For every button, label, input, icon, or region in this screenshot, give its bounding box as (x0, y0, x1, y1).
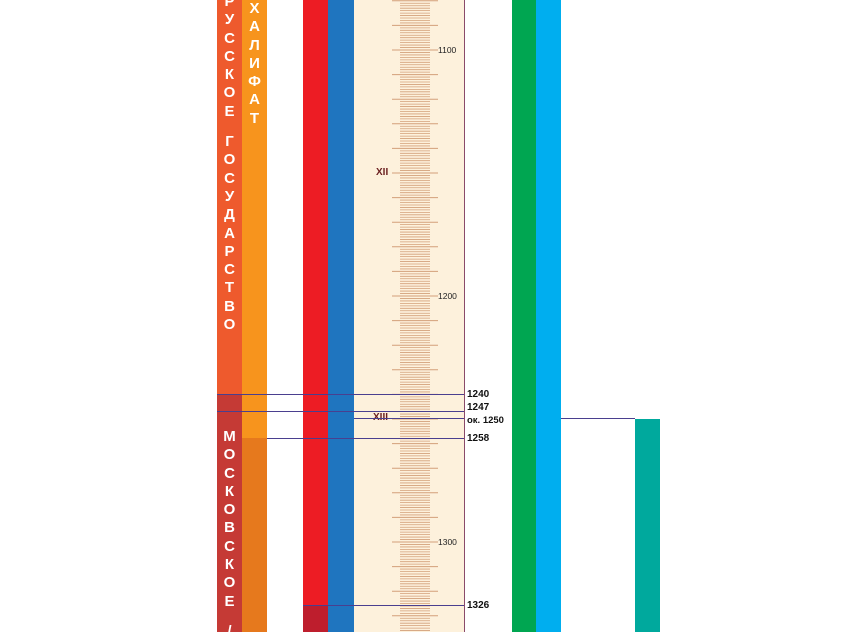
vertical-letter: И (249, 54, 260, 72)
vertical-letter: Л (249, 36, 260, 54)
vertical-letter: О (223, 501, 236, 519)
vertical-letter: В (224, 519, 235, 537)
caliphate-bar (242, 0, 267, 438)
vertical-letter: / (227, 622, 232, 640)
vertical-letter: О (223, 574, 236, 592)
vertical-letter: О (223, 151, 236, 169)
red-bar (303, 0, 328, 605)
vertical-letter: Р (224, 242, 235, 260)
russian-state-lower-bar (217, 394, 242, 632)
century-label-xiii: XIII (373, 412, 388, 423)
vertical-letter: Г (225, 133, 234, 151)
event-line-1326 (303, 605, 464, 606)
vertical-letter: У (224, 187, 235, 205)
vertical-letter: А (249, 18, 260, 36)
vertical-letter: Т (249, 109, 260, 127)
axis-label-1100: 1100 (438, 45, 457, 55)
vertical-letter: С (224, 464, 235, 482)
vertical-letter: С (224, 169, 235, 187)
event-label-1326: 1326 (467, 600, 490, 611)
vertical-letter: Р (224, 0, 235, 10)
vertical-letter: Е (224, 592, 235, 610)
vertical-letter: А (224, 224, 235, 242)
vertical-letter: Ф (248, 73, 261, 91)
vertical-letter: Т (224, 279, 235, 297)
teal-bar (635, 419, 660, 632)
russian-state-bar (217, 0, 242, 394)
event-line-1247 (217, 411, 464, 412)
vertical-letter: Х (249, 0, 260, 17)
vertical-letter (227, 611, 231, 623)
vertical-letter: К (224, 66, 235, 84)
event-line-1250 (354, 418, 464, 419)
vertical-letter: В (224, 297, 235, 315)
vertical-letter: К (224, 556, 235, 574)
vertical-letter: О (223, 84, 236, 102)
vertical-letter: М (223, 428, 236, 445)
vertical-letter: Е (224, 102, 235, 120)
event-label-1247: 1247 (467, 402, 490, 413)
green-bar (512, 0, 536, 632)
event-label-1250: ок. 1250 (467, 415, 504, 426)
timeline-ticks (392, 0, 438, 631)
century-label-xii: XII (376, 167, 389, 178)
vertical-letter: С (224, 261, 235, 279)
event-line-1240 (217, 394, 464, 395)
vertical-letter: У (224, 11, 235, 29)
caliphate-lower-bar (242, 438, 267, 632)
red-bar-lower (303, 605, 328, 632)
vertical-letter: К (224, 482, 235, 500)
blue-bar (328, 0, 354, 632)
vertical-letter: Д (224, 206, 235, 224)
vertical-letter (227, 121, 231, 133)
event-line-1258 (267, 438, 464, 439)
event-label-1240: 1240 (467, 389, 490, 400)
event-label-1258: 1258 (467, 433, 490, 444)
axis-label-1300: 1300 (438, 537, 457, 547)
vertical-letter: О (223, 316, 236, 334)
axis-label-1200: 1200 (438, 291, 457, 301)
vertical-letter: С (224, 47, 235, 65)
vertical-letter: А (249, 91, 260, 109)
vertical-letter: С (224, 29, 235, 47)
cyan-bar (536, 0, 561, 632)
event-line-1250-right (561, 418, 635, 419)
vertical-letter: С (224, 537, 235, 555)
vertical-letter: О (223, 446, 236, 464)
